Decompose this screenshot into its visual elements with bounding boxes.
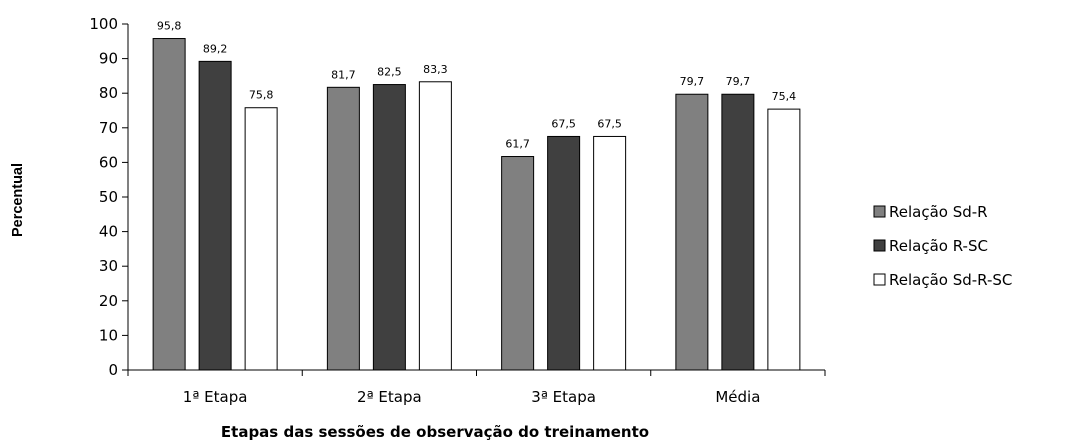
data-label: 61,7 xyxy=(505,138,530,151)
data-label: 75,4 xyxy=(772,90,797,103)
legend-label: Relação Sd-R-SC xyxy=(889,271,1012,289)
legend-swatch xyxy=(873,273,886,286)
legend-label: Relação R-SC xyxy=(889,237,988,255)
y-axis: 0 10 20 30 40 50 60 70 80 90 100 xyxy=(89,15,129,379)
y-axis-title: Percentual xyxy=(9,163,26,237)
y-tick-label: 60 xyxy=(99,153,118,171)
x-tick-label: 3ª Etapa xyxy=(531,388,596,406)
legend-swatch xyxy=(873,239,886,252)
data-label: 79,7 xyxy=(726,75,751,88)
bar xyxy=(547,135,581,371)
y-tick-label: 10 xyxy=(99,326,118,344)
data-label: 81,7 xyxy=(331,68,356,81)
y-tick-label: 0 xyxy=(108,361,118,379)
legend-swatch xyxy=(873,205,886,218)
bars xyxy=(152,38,801,371)
bar xyxy=(593,135,627,371)
y-tick-label: 30 xyxy=(99,257,118,275)
x-tick-label: 2ª Etapa xyxy=(357,388,422,406)
data-labels: 95,8 81,7 61,7 79,7 89,2 82,5 67,5 79,7 75,8 83,3… xyxy=(157,20,796,151)
x-tick-label: 1ª Etapa xyxy=(183,388,248,406)
y-tick-label: 100 xyxy=(89,15,118,33)
y-tick-label: 70 xyxy=(99,119,118,137)
bar xyxy=(501,156,535,371)
y-tick-label: 20 xyxy=(99,292,118,310)
bar xyxy=(675,93,709,371)
bar xyxy=(372,84,406,371)
legend: Relação Sd-R Relação R-SC Relação Sd-R-SC xyxy=(873,203,1012,289)
x-axis: 1ª Etapa 2ª Etapa 3ª Etapa Média xyxy=(127,369,826,406)
data-label: 75,8 xyxy=(249,89,274,102)
y-tick-label: 90 xyxy=(99,50,118,68)
bar xyxy=(721,93,755,371)
bar xyxy=(418,81,452,371)
data-label: 89,2 xyxy=(203,42,228,55)
bar xyxy=(767,108,801,371)
y-tick-label: 50 xyxy=(99,188,118,206)
bar xyxy=(152,38,186,371)
data-label: 67,5 xyxy=(551,117,576,130)
data-label: 83,3 xyxy=(423,63,448,76)
data-label: 67,5 xyxy=(597,117,622,130)
y-tick-label: 40 xyxy=(99,223,118,241)
bar xyxy=(244,107,278,371)
data-label: 79,7 xyxy=(680,75,705,88)
bar xyxy=(198,60,232,371)
data-label: 95,8 xyxy=(157,20,182,33)
legend-label: Relação Sd-R xyxy=(889,203,988,221)
data-label: 82,5 xyxy=(377,66,402,79)
x-axis-title: Etapas das sessões de observação do trei… xyxy=(221,423,649,441)
y-tick-label: 80 xyxy=(99,84,118,102)
x-tick-label: Média xyxy=(715,388,760,406)
bar xyxy=(326,86,360,371)
